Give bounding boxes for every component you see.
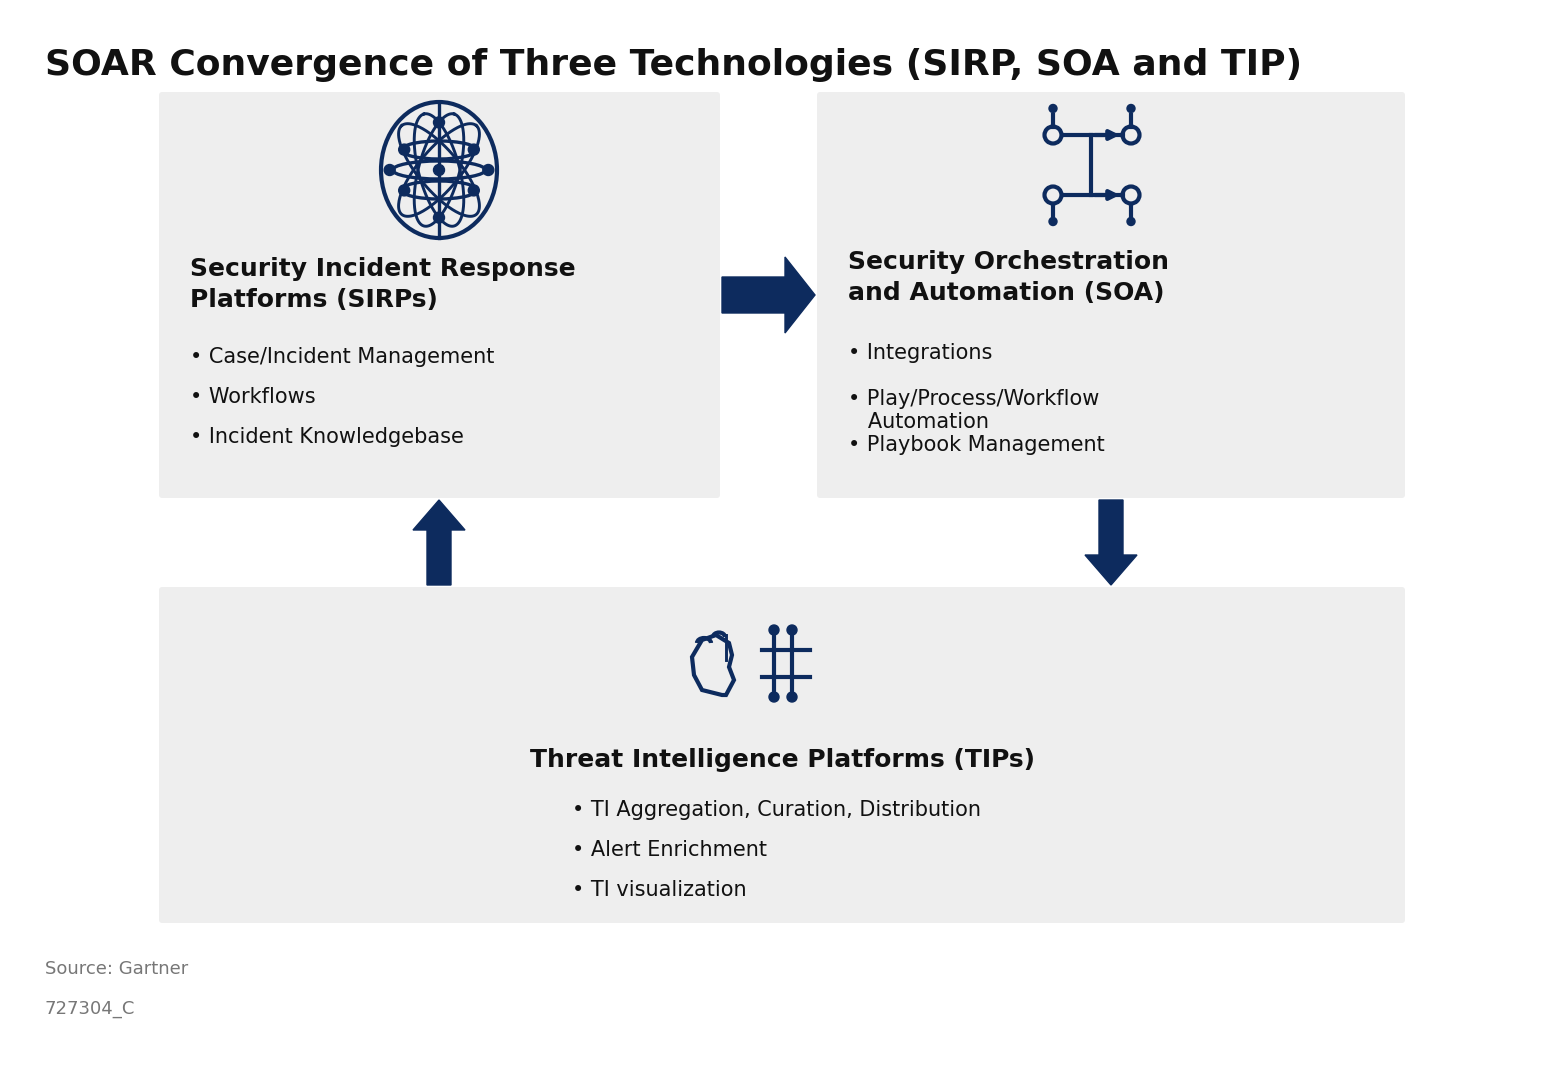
Text: Threat Intelligence Platforms (TIPs): Threat Intelligence Platforms (TIPs) <box>530 748 1034 772</box>
Circle shape <box>769 692 780 702</box>
Circle shape <box>787 625 797 635</box>
Circle shape <box>469 144 480 155</box>
Circle shape <box>483 165 494 175</box>
Circle shape <box>1127 218 1135 226</box>
Circle shape <box>469 185 480 196</box>
FancyBboxPatch shape <box>158 588 1405 923</box>
Text: • TI Aggregation, Curation, Distribution: • TI Aggregation, Curation, Distribution <box>572 800 981 820</box>
Text: • Playbook Management: • Playbook Management <box>848 435 1104 455</box>
Circle shape <box>384 165 394 175</box>
FancyArrow shape <box>1086 500 1137 585</box>
Circle shape <box>1127 105 1135 112</box>
Text: 727304_C: 727304_C <box>45 1000 135 1018</box>
Text: • Alert Enrichment: • Alert Enrichment <box>572 840 767 860</box>
Text: • Incident Knowledgebase: • Incident Knowledgebase <box>189 427 464 447</box>
FancyArrow shape <box>722 257 815 334</box>
Circle shape <box>1048 218 1058 226</box>
Text: • Case/Incident Management: • Case/Incident Management <box>189 347 494 367</box>
Circle shape <box>433 213 444 223</box>
Circle shape <box>787 692 797 702</box>
FancyArrow shape <box>413 500 464 585</box>
Text: SOAR Convergence of Three Technologies (SIRP, SOA and TIP): SOAR Convergence of Three Technologies (… <box>45 48 1301 82</box>
Text: Security Incident Response
Platforms (SIRPs): Security Incident Response Platforms (SI… <box>189 257 576 312</box>
Circle shape <box>433 165 444 175</box>
Text: • Play/Process/Workflow
   Automation: • Play/Process/Workflow Automation <box>848 389 1100 433</box>
FancyBboxPatch shape <box>158 92 721 498</box>
Text: • Integrations: • Integrations <box>848 343 992 363</box>
Circle shape <box>399 185 410 196</box>
Circle shape <box>769 625 780 635</box>
Text: Source: Gartner: Source: Gartner <box>45 960 188 978</box>
Circle shape <box>1048 105 1058 112</box>
Text: • TI visualization: • TI visualization <box>572 880 747 900</box>
Circle shape <box>399 144 410 155</box>
Text: • Workflows: • Workflows <box>189 387 315 407</box>
Circle shape <box>433 117 444 128</box>
Text: Security Orchestration
and Automation (SOA): Security Orchestration and Automation (S… <box>848 250 1169 304</box>
FancyBboxPatch shape <box>817 92 1405 498</box>
